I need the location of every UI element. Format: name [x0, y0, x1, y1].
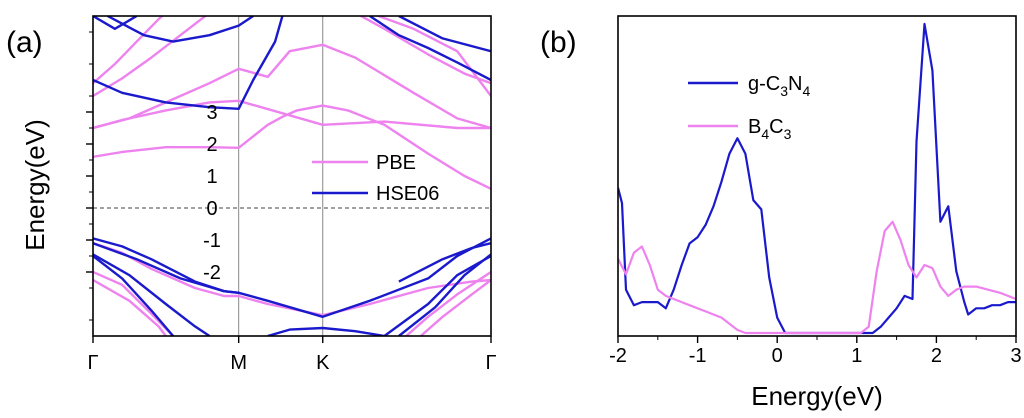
pbe-band-2	[93, 43, 491, 130]
y-tick-label: 1	[206, 166, 217, 188]
dos-b4c3-line	[618, 220, 1016, 335]
hse06-band-3	[93, 16, 138, 30]
x-tick-label: 1	[851, 345, 862, 367]
dos-panel: (b) -2 -1 0 1 2 3 Energy(eV) g-C3N4 B4C3	[540, 15, 1022, 411]
panel-a-label: (a)	[6, 26, 43, 59]
high-symmetry-lines	[238, 16, 324, 336]
x-tick-label: -2	[609, 345, 627, 367]
legend-gc3n4-label: g-C3N4	[748, 73, 810, 99]
y-tick-label: 3	[206, 102, 217, 124]
hse06-band-10	[267, 326, 385, 336]
pbe-band-3	[93, 16, 208, 98]
pbe-band-1	[93, 99, 491, 130]
y-tick-label: -2	[203, 262, 221, 284]
x-tick-label: Γ	[485, 352, 496, 374]
hse06-band-6	[93, 242, 239, 294]
hse06-band-12	[398, 253, 491, 336]
hse06-band-5	[93, 237, 491, 318]
hse06-band-1	[107, 16, 254, 43]
band-structure-panel: (a) Energy(eV) -2 -1 0 1 2 3 Γ M K Γ PBE HSE06	[6, 15, 497, 374]
panel-a-y-axis-label: Energy(eV)	[20, 119, 50, 251]
legend-pbe-label: PBE	[376, 152, 416, 174]
x-tick-label: M	[230, 352, 247, 374]
pbe-band-5	[358, 16, 491, 85]
panel-b-x-axis-label: Energy(eV)	[751, 381, 883, 411]
hse06-band-11	[383, 254, 491, 336]
hse06-band-2	[369, 16, 491, 82]
x-tick-label: 0	[772, 345, 783, 367]
hse06-band-9	[93, 255, 175, 336]
hse06-band-8	[93, 253, 211, 336]
panel-b-label: (b)	[540, 26, 577, 59]
x-tick-label: Γ	[87, 352, 98, 374]
y-tick-label: 0	[206, 198, 217, 220]
legend-b4c3-label: B4C3	[748, 116, 792, 142]
x-tick-label: 2	[931, 345, 942, 367]
x-axis-ticks: -2 -1 0 1 2 3	[609, 336, 1022, 367]
hse06-band-7	[398, 242, 491, 283]
pbe-band-7	[93, 242, 491, 317]
dos-curves	[618, 22, 1016, 335]
x-tick-label: K	[316, 352, 330, 374]
hse06-band-4	[398, 16, 491, 53]
y-tick-label: -1	[203, 230, 221, 252]
pbe-band-4	[93, 16, 165, 85]
x-tick-label: 3	[1010, 345, 1021, 367]
legend-hse06-label: HSE06	[376, 183, 439, 205]
pbe-band-9	[93, 278, 167, 336]
panel-b-frame	[617, 15, 1017, 337]
panel-a-legend: PBE HSE06	[312, 152, 439, 205]
dos-g-c3n4-line	[618, 22, 1016, 335]
y-tick-label: 2	[206, 134, 217, 156]
pbe-band-0	[93, 104, 491, 190]
pbe-band-10	[405, 270, 491, 336]
y-axis-ticks: -2 -1 0 1 2 3	[86, 31, 221, 321]
band-curves	[93, 16, 491, 336]
hse06-band-0	[93, 16, 284, 110]
x-tick-label: -1	[689, 345, 707, 367]
panel-a-frame	[92, 15, 492, 337]
panel-b-legend: g-C3N4 B4C3	[688, 73, 810, 142]
pbe-band-11	[420, 279, 491, 336]
pbe-band-6	[375, 16, 491, 97]
